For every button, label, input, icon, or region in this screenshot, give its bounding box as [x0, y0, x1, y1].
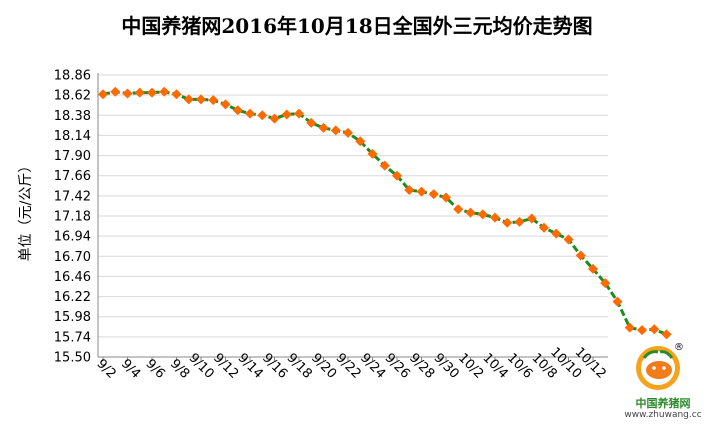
x-tick-label: 9/22 — [333, 351, 364, 382]
x-tick-label: 9/12 — [210, 351, 241, 382]
zhuwang-logo: ® 中国养猪网 www.zhuwang.cc — [614, 340, 712, 423]
data-point-marker — [355, 136, 366, 147]
x-tick-label: 9/26 — [382, 351, 413, 382]
data-point-marker — [490, 212, 500, 223]
y-tick-label: 16.22 — [54, 290, 91, 305]
data-point-marker — [98, 89, 108, 100]
x-tick-label: 9/16 — [259, 351, 290, 382]
x-axis-ticks: 9/2 9/4 9/6 9/89/109/129/149/169/189/209/22… — [93, 345, 608, 382]
data-point-marker — [281, 109, 292, 120]
y-tick-label: 18.86 — [54, 69, 91, 84]
y-axis-ticks: 18.86 18.62 18.38 18.14 17.90 17.66 17.42 17.18… — [54, 69, 91, 366]
data-point-marker — [428, 189, 439, 200]
x-tick-label: 9/30 — [431, 351, 462, 382]
data-point-marker — [269, 113, 280, 124]
data-point-marker — [624, 322, 635, 333]
y-axis-title: 单位（元/公斤） — [18, 159, 34, 262]
data-point-marker — [294, 108, 304, 119]
x-tick-label: 9/14 — [235, 351, 266, 382]
data-point-marker — [147, 87, 157, 98]
data-point-marker — [183, 94, 194, 105]
x-tick-label: 10/4 — [480, 351, 511, 382]
data-point-marker — [441, 192, 451, 203]
data-point-marker — [392, 170, 402, 181]
data-point-marker — [330, 125, 341, 136]
y-tick-label: 15.50 — [54, 351, 91, 366]
data-point-marker — [612, 296, 623, 307]
data-point-marker — [539, 222, 549, 233]
data-point-marker — [649, 324, 660, 335]
data-point-marker — [477, 209, 488, 220]
x-tick-label: 9/18 — [284, 351, 315, 382]
data-point-marker — [600, 278, 611, 289]
data-point-marker — [379, 160, 390, 171]
data-point-marker — [404, 184, 415, 195]
data-point-marker — [134, 87, 145, 98]
data-point-marker — [159, 86, 170, 97]
data-point-marker — [367, 148, 378, 159]
data-point-marker — [661, 329, 672, 340]
y-tick-label: 18.62 — [54, 89, 91, 104]
y-tick-label: 17.90 — [54, 149, 91, 164]
data-point-marker — [465, 207, 476, 218]
y-tick-label: 18.38 — [54, 109, 91, 124]
data-point-marker — [318, 122, 329, 133]
x-tick-label: 9/4 — [118, 356, 143, 381]
registered-mark: ® — [674, 342, 684, 353]
x-tick-label: 9/20 — [308, 351, 339, 382]
data-point-marker — [257, 110, 268, 121]
x-tick-label: 9/2 — [93, 356, 118, 381]
data-point-marker — [306, 117, 317, 128]
y-tick-label: 15.74 — [54, 330, 91, 345]
data-point-marker — [232, 105, 243, 116]
series-markers — [98, 86, 672, 340]
data-point-marker — [416, 186, 427, 197]
data-point-marker — [171, 89, 182, 100]
data-point-marker — [110, 86, 121, 97]
data-point-marker — [514, 216, 525, 227]
data-point-marker — [637, 325, 647, 336]
x-tick-label: 10/6 — [504, 351, 535, 382]
series-line-path — [102, 90, 668, 336]
y-tick-label: 16.46 — [54, 270, 91, 285]
data-point-marker — [563, 234, 574, 245]
x-tick-label: 9/24 — [357, 351, 388, 382]
y-tick-label: 17.66 — [54, 169, 91, 184]
chart-title: 中国养猪网2016年10月18日全国外三元均价走势图 — [121, 14, 593, 38]
logo-name: 中国养猪网 — [635, 397, 691, 410]
y-tick-label: 16.94 — [54, 230, 91, 245]
x-tick-label: 9/10 — [186, 351, 217, 382]
data-point-marker — [453, 204, 464, 215]
x-tick-label: 9/6 — [142, 356, 167, 381]
y-tick-label: 17.42 — [54, 189, 91, 204]
y-tick-label: 17.18 — [54, 210, 91, 225]
data-point-marker — [588, 263, 598, 274]
data-point-marker — [208, 95, 219, 106]
x-tick-label: 9/28 — [406, 351, 437, 382]
y-tick-label: 18.14 — [54, 129, 91, 144]
data-point-marker — [343, 127, 353, 138]
logo-url: www.zhuwang.cc — [624, 410, 702, 420]
x-tick-label: 10/2 — [455, 351, 486, 382]
data-point-marker — [196, 94, 206, 105]
y-tick-label: 15.98 — [54, 310, 91, 325]
data-point-marker — [220, 99, 231, 110]
data-point-marker — [551, 228, 562, 239]
axes — [97, 73, 608, 358]
pig-logo-icon — [636, 346, 680, 390]
y-tick-label: 16.70 — [54, 250, 91, 265]
data-point-marker — [245, 108, 255, 119]
data-point-marker — [575, 250, 586, 261]
data-point-marker — [526, 213, 537, 224]
series-line — [102, 90, 668, 336]
data-point-marker — [122, 88, 133, 99]
data-point-marker — [502, 217, 513, 228]
